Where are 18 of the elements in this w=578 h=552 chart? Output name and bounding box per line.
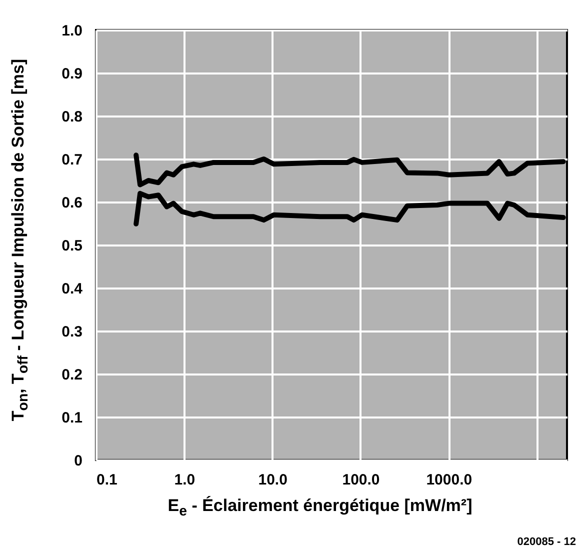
x-tick-label: 1.0 (174, 472, 196, 488)
y-tick-label: 0.2 (62, 366, 82, 384)
x-tick-label: 1000.0 (426, 472, 472, 488)
y-tick-label: 0.6 (62, 194, 82, 212)
x-tick-label: 0.1 (96, 472, 118, 488)
y-tick-label: 0.4 (62, 280, 84, 298)
x-axis-title: E$_{e}$ - Éclairement énergétique [mW/m²] (168, 496, 472, 520)
y-tick-label: 0.5 (62, 238, 82, 254)
text: 020085 - 12 (517, 536, 576, 548)
y-tick-label: 1.0 (62, 22, 82, 40)
y-tick-label: 0 (74, 452, 82, 470)
y-tick-label: 0.1 (62, 410, 82, 426)
y-tick-label: 0.8 (62, 108, 82, 126)
y-tick-label: 0.3 (62, 324, 82, 340)
y-tick-label: 0.7 (62, 152, 82, 168)
y-tick-label: 0.9 (62, 66, 82, 82)
x-tick-label: 100.0 (342, 472, 380, 488)
x-tick-label: 10.0 (258, 472, 288, 488)
